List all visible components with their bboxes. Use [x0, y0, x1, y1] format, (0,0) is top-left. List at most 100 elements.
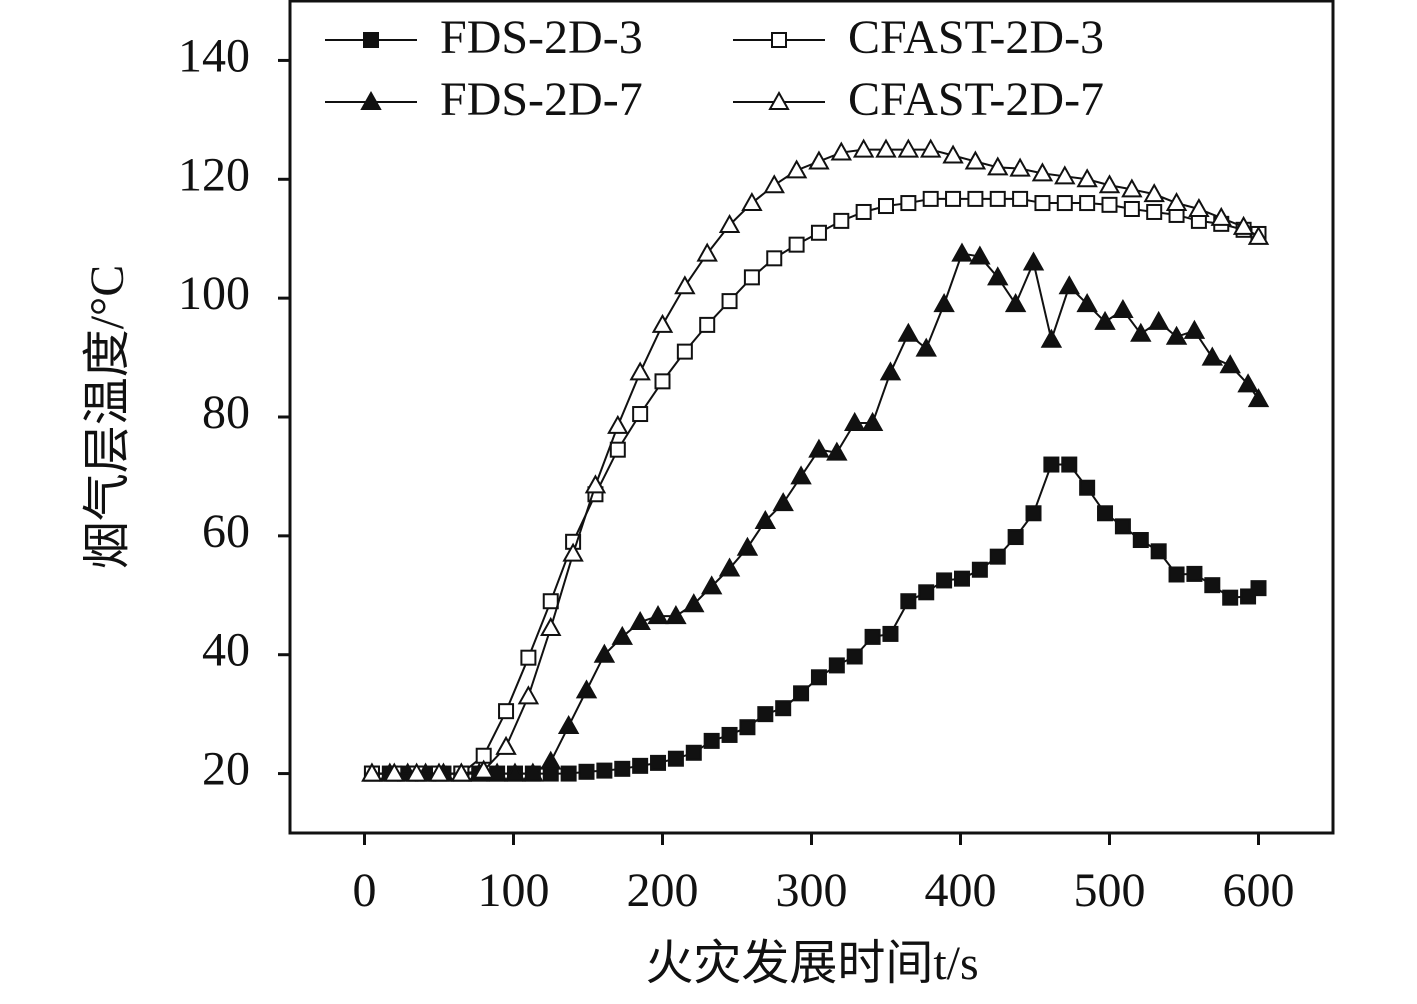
- y-tick-label: 140: [178, 29, 250, 82]
- x-tick-label: 300: [776, 864, 848, 917]
- marker: [855, 203, 872, 220]
- marker: [542, 593, 559, 610]
- marker: [1094, 310, 1116, 330]
- marker: [879, 361, 902, 381]
- marker: [718, 557, 741, 577]
- y-tick-label: 100: [178, 267, 250, 320]
- marker: [647, 605, 669, 625]
- marker: [826, 441, 848, 461]
- legend-marker: [771, 32, 787, 48]
- marker: [1025, 505, 1042, 522]
- marker: [495, 735, 517, 755]
- marker: [1009, 157, 1031, 177]
- marker: [766, 250, 783, 267]
- x-tick-label: 600: [1223, 864, 1295, 917]
- legend-label: CFAST-2D-7: [848, 73, 1104, 126]
- marker: [1054, 165, 1076, 185]
- marker: [718, 214, 741, 234]
- marker: [632, 757, 649, 774]
- marker: [667, 750, 684, 767]
- marker: [739, 719, 756, 736]
- y-tick-label: 20: [202, 743, 250, 796]
- marker: [808, 150, 830, 170]
- marker: [1143, 183, 1165, 203]
- y-axis-label: 烟气层温度/°C: [81, 265, 134, 570]
- marker: [897, 322, 920, 342]
- legend-marker: [363, 32, 379, 48]
- marker: [971, 561, 988, 578]
- marker: [721, 726, 738, 743]
- marker: [1123, 201, 1140, 217]
- marker: [629, 361, 651, 381]
- marker: [1034, 195, 1051, 212]
- marker: [428, 762, 450, 782]
- marker: [522, 762, 544, 782]
- marker: [989, 548, 1006, 565]
- marker: [578, 763, 595, 780]
- marker: [1130, 322, 1152, 342]
- marker: [1076, 168, 1098, 188]
- marker: [450, 762, 473, 782]
- marker: [1165, 325, 1188, 345]
- marker: [1112, 298, 1134, 319]
- marker: [1007, 529, 1024, 546]
- series-line: [371, 252, 1260, 775]
- marker: [897, 138, 920, 158]
- marker: [915, 337, 937, 357]
- marker: [1222, 589, 1239, 606]
- marker: [861, 411, 884, 431]
- marker: [721, 293, 738, 310]
- marker: [882, 625, 899, 642]
- marker: [676, 343, 693, 360]
- marker: [1247, 388, 1270, 408]
- marker: [560, 765, 577, 782]
- marker: [520, 649, 537, 666]
- marker: [1210, 206, 1232, 226]
- marker: [987, 156, 1009, 176]
- marker: [654, 373, 671, 390]
- marker: [1043, 456, 1060, 473]
- legend-marker: [768, 90, 790, 110]
- marker: [793, 685, 810, 702]
- y-tick-label: 40: [202, 624, 250, 677]
- marker: [607, 414, 629, 434]
- marker: [964, 150, 987, 170]
- legend-label: FDS-2D-3: [440, 11, 643, 64]
- marker: [383, 762, 406, 782]
- marker: [540, 750, 562, 770]
- marker: [942, 144, 964, 164]
- marker: [361, 762, 383, 782]
- marker: [703, 732, 720, 749]
- marker: [1031, 162, 1054, 182]
- marker: [1101, 196, 1118, 213]
- marker: [741, 192, 763, 212]
- marker: [1079, 195, 1096, 212]
- y-tick-label: 80: [202, 386, 250, 439]
- marker: [989, 190, 1006, 207]
- series-line: [371, 463, 1260, 775]
- marker: [844, 411, 866, 431]
- marker: [674, 275, 696, 295]
- marker: [699, 316, 716, 333]
- marker: [922, 190, 939, 207]
- marker: [936, 572, 953, 589]
- marker: [788, 236, 805, 253]
- marker: [919, 138, 942, 158]
- marker: [665, 605, 687, 625]
- marker: [498, 703, 515, 720]
- marker: [472, 759, 495, 779]
- marker: [743, 269, 760, 286]
- marker: [614, 760, 631, 777]
- marker: [1237, 373, 1259, 393]
- marker: [1012, 190, 1029, 207]
- marker: [575, 679, 598, 699]
- x-tick-label: 0: [353, 864, 377, 917]
- marker: [596, 762, 613, 779]
- marker: [1183, 319, 1206, 339]
- marker: [951, 242, 973, 262]
- marker: [1250, 580, 1267, 597]
- marker: [987, 266, 1009, 286]
- marker: [1201, 346, 1224, 366]
- marker: [1004, 293, 1027, 313]
- marker: [967, 190, 984, 207]
